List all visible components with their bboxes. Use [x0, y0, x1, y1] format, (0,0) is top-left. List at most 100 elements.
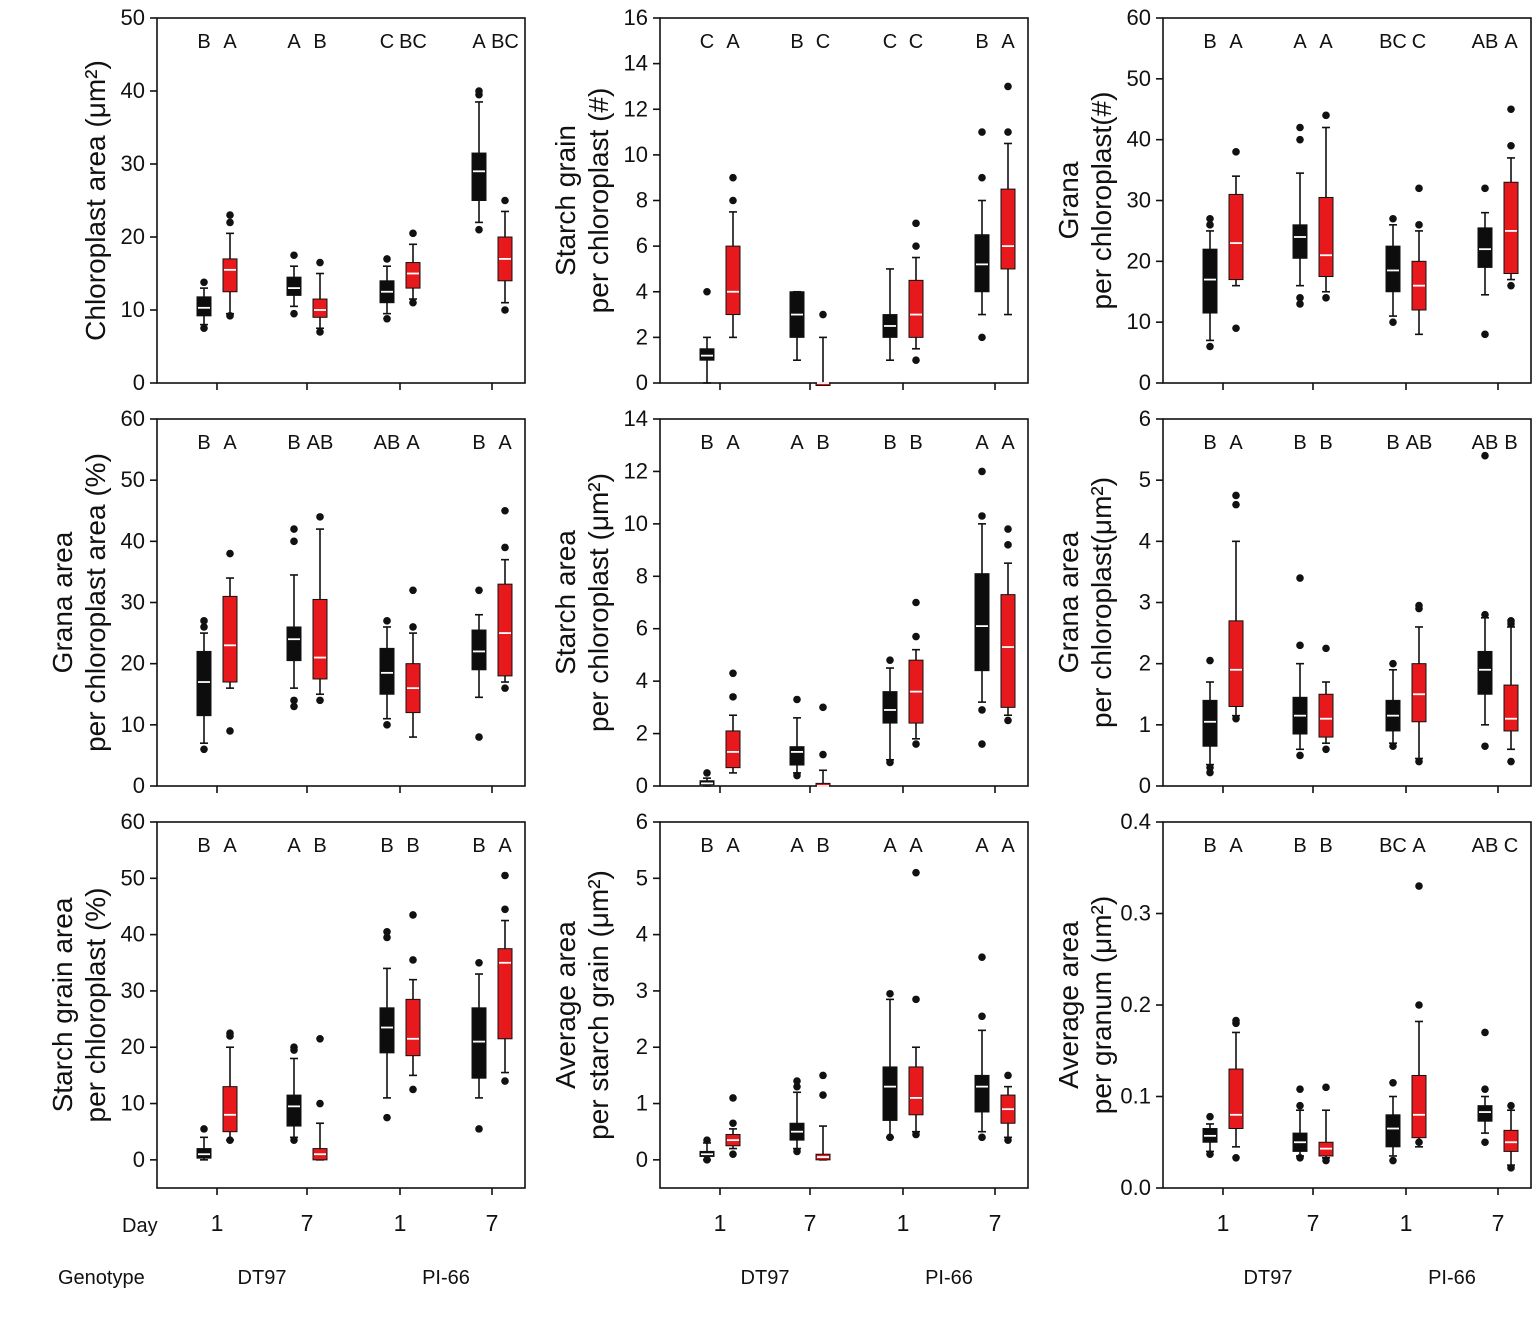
significance-letter: B	[790, 31, 803, 53]
outlier-point	[409, 298, 417, 307]
outlier-point	[1389, 318, 1397, 326]
box-iqr	[1202, 699, 1218, 747]
outlier-point	[1507, 141, 1515, 150]
box-DT97-d1-black	[699, 1136, 715, 1164]
x-day-label: 1	[211, 1210, 224, 1236]
box-PI66-d1-black	[379, 617, 395, 729]
box-PI66-d7-red	[497, 506, 513, 692]
outlier-point	[316, 258, 324, 267]
y-tick-label: 6	[636, 233, 648, 258]
outlier-point	[226, 211, 234, 219]
significance-letter: B	[1203, 31, 1216, 53]
outlier-point	[1507, 757, 1515, 766]
x-day-label: 7	[486, 1210, 499, 1236]
box-iqr	[1503, 684, 1519, 732]
y-axis-label: Starch area	[550, 530, 581, 675]
outlier-point	[912, 995, 920, 1004]
outlier-point	[475, 958, 483, 967]
outlier-point	[501, 871, 509, 880]
significance-letter: A	[287, 835, 301, 857]
outlier-point	[912, 1130, 920, 1139]
outlier-point	[1481, 1138, 1489, 1147]
box-iqr	[497, 948, 513, 1040]
outlier-point	[1389, 1156, 1397, 1165]
box-DT97-d7-black	[286, 1043, 302, 1144]
outlier-point	[383, 928, 391, 936]
y-tick-label: 3	[636, 978, 648, 1003]
outlier-point	[978, 1133, 986, 1142]
significance-letter: BC	[491, 31, 519, 53]
outlier-point	[912, 242, 920, 250]
box-PI66-d1-red	[908, 598, 924, 748]
significance-letter: A	[790, 835, 804, 857]
outlier-point	[1232, 491, 1240, 500]
box-PI66-d1-red	[1411, 184, 1427, 336]
significance-letter: A	[726, 835, 740, 857]
outlier-point	[1232, 1016, 1240, 1025]
significance-letter: B	[909, 432, 922, 454]
outlier-point	[819, 1071, 827, 1080]
y-axis-label: per chloroplast area (%)	[80, 453, 111, 752]
box-iqr	[1477, 650, 1493, 695]
y-tick-label: 8	[636, 188, 648, 213]
significance-letter: B	[1293, 835, 1306, 857]
x-day-label: 7	[1492, 1210, 1505, 1236]
significance-letter: B	[313, 31, 326, 53]
significance-letter: B	[313, 835, 326, 857]
outlier-point	[1322, 1083, 1330, 1092]
y-tick-label: 0.4	[1120, 809, 1151, 834]
box-DT97-d1-red	[725, 1094, 741, 1159]
significance-letter: A	[790, 432, 804, 454]
box-iqr	[882, 1066, 898, 1121]
outlier-point	[226, 218, 234, 227]
significance-letter: B	[1319, 432, 1332, 454]
outlier-point	[1004, 716, 1012, 725]
outlier-point	[912, 632, 920, 641]
genotype-label-dt97: DT97	[238, 1267, 287, 1289]
outlier-point	[1481, 742, 1489, 751]
outlier-point	[1296, 135, 1304, 144]
outlier-point	[409, 1085, 417, 1094]
y-tick-label: 30	[121, 151, 145, 176]
box-DT97-d1-red	[1228, 491, 1244, 723]
box-iqr	[1000, 594, 1016, 708]
box-iqr	[222, 1086, 238, 1133]
outlier-point	[383, 255, 391, 263]
box-iqr	[196, 296, 212, 317]
outlier-point	[1415, 601, 1423, 610]
box-PI66-d1-black	[1385, 1078, 1401, 1165]
outlier-point	[1004, 541, 1012, 549]
outlier-point	[1296, 641, 1304, 650]
outlier-point	[1206, 763, 1214, 772]
y-tick-label: 4	[636, 668, 648, 693]
significance-letter: C	[883, 31, 897, 53]
outlier-point	[729, 693, 737, 701]
outlier-point	[793, 695, 801, 704]
box-PI66-d7-black	[974, 467, 990, 748]
y-tick-label: 50	[121, 5, 145, 30]
y-axis-label: Starch grain	[550, 125, 581, 276]
outlier-point	[1322, 745, 1330, 754]
outlier-point	[290, 537, 298, 546]
box-DT97-d1-red	[222, 211, 238, 320]
outlier-point	[475, 1125, 483, 1133]
y-tick-label: 50	[121, 865, 145, 890]
y-axis-label: Grana area	[1053, 531, 1084, 673]
box-DT97-d1-black	[196, 278, 212, 333]
y-tick-label: 2	[636, 721, 648, 746]
y-tick-label: 2	[636, 324, 648, 349]
outlier-point	[819, 310, 827, 319]
outlier-point	[729, 196, 737, 205]
y-axis-label: Average area	[550, 921, 581, 1089]
significance-letter: B	[1203, 835, 1216, 857]
plot-frame	[659, 418, 1029, 787]
outlier-point	[501, 543, 509, 552]
significance-letter: AB	[1472, 835, 1499, 857]
box-iqr	[1411, 663, 1427, 723]
box-iqr	[1503, 1129, 1519, 1152]
outlier-point	[819, 1091, 827, 1099]
box-DT97-d7-black	[1292, 123, 1308, 308]
significance-letter: A	[1229, 31, 1243, 53]
significance-letter: BC	[1379, 835, 1407, 857]
